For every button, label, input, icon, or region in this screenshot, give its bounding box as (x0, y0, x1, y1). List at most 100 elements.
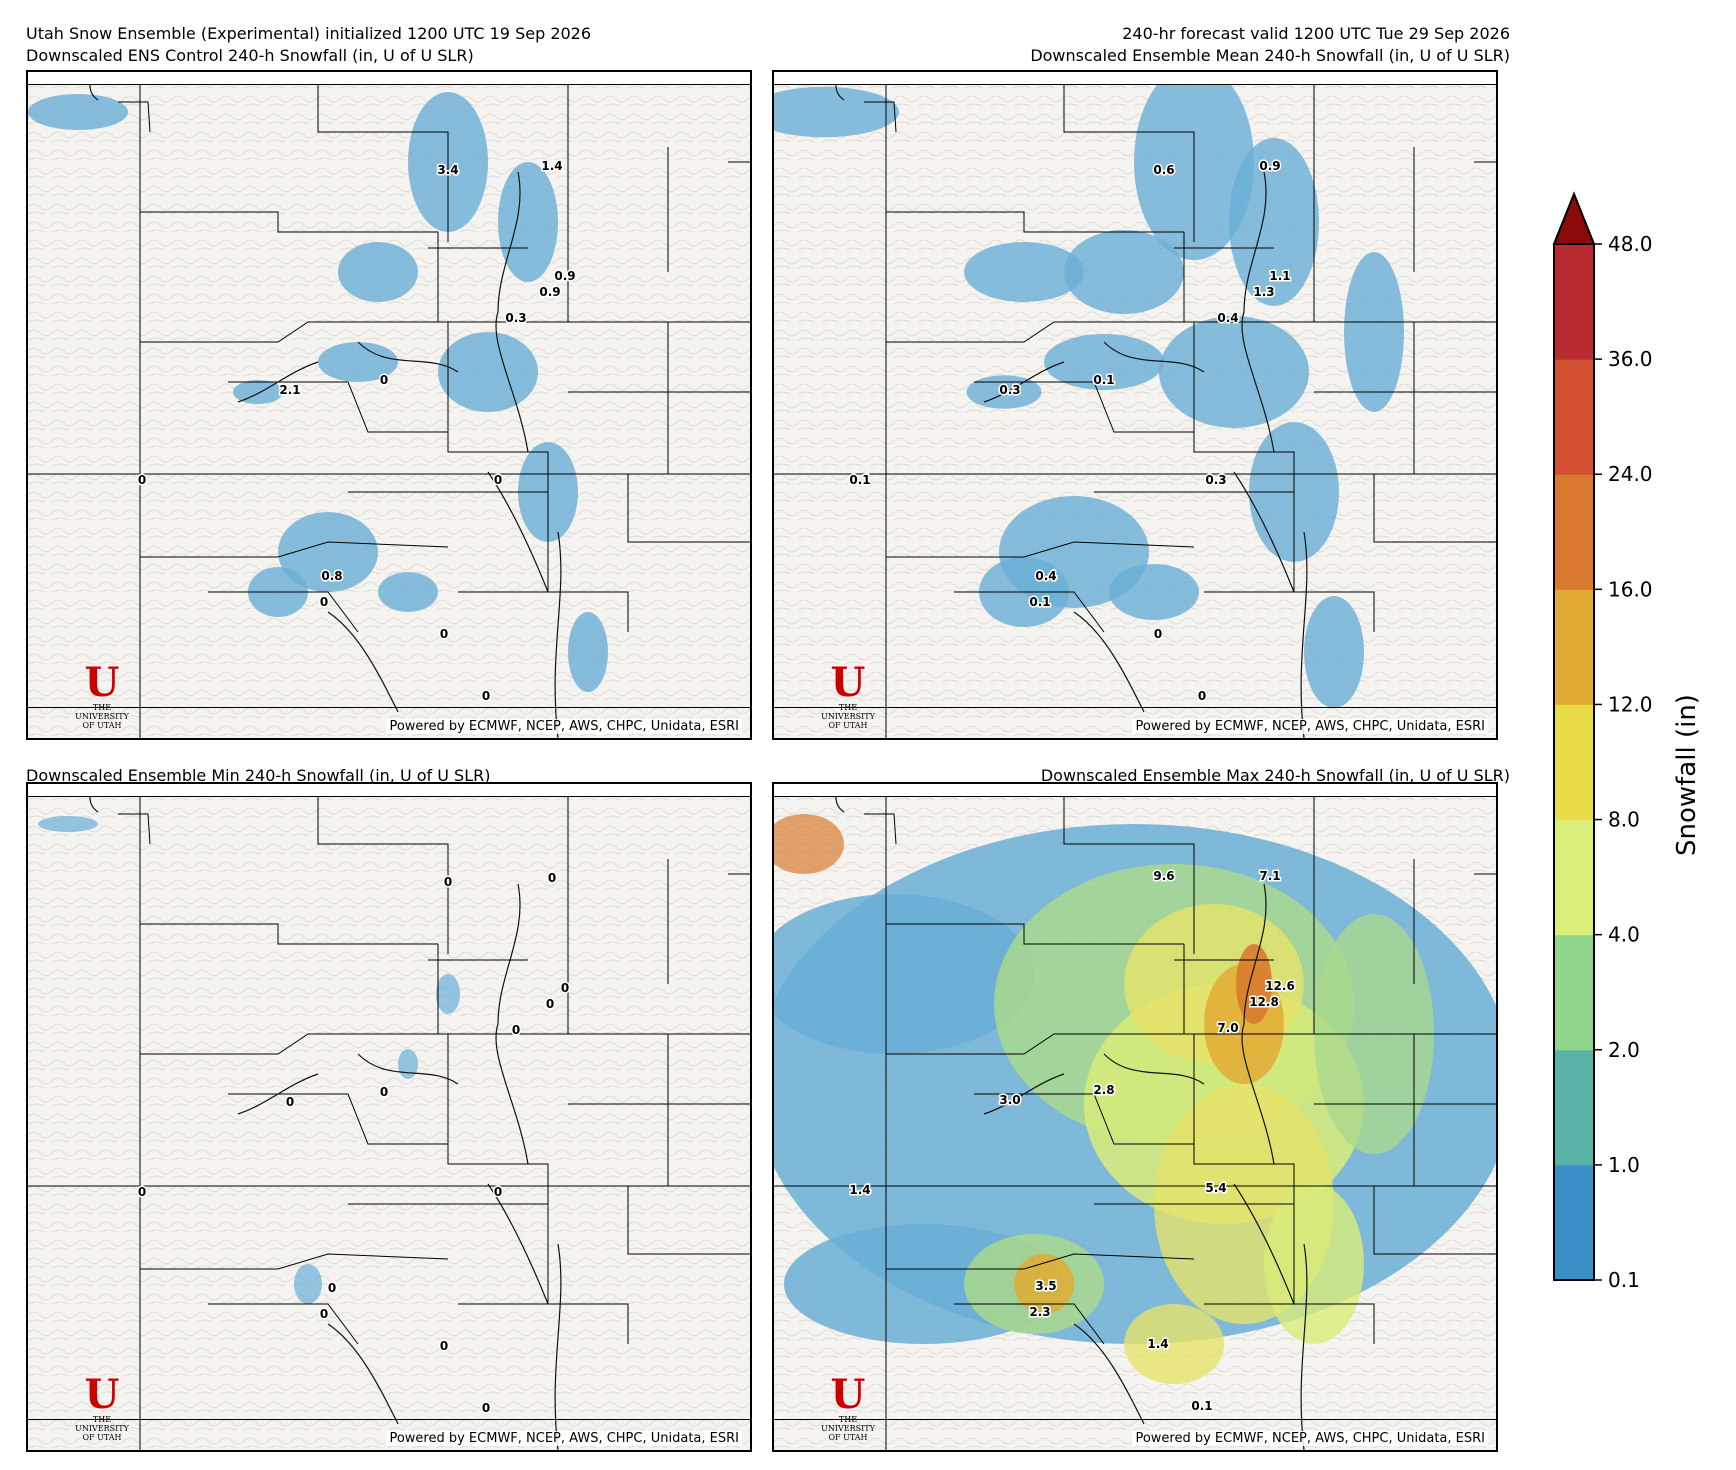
university-of-utah-logo: U THE UNIVERSITY OF UTAH (821, 659, 875, 731)
boundary-line (1063, 72, 1195, 242)
boundary-line (208, 591, 359, 633)
river-line (983, 361, 1065, 403)
river-line (1073, 1323, 1145, 1425)
colorbar-extend-arrow (1552, 191, 1596, 245)
boundary-line (954, 1303, 1105, 1345)
station-snowfall-label: 0.3 (1205, 473, 1226, 487)
station-snowfall-label: 0 (380, 1085, 388, 1099)
station-snowfall-label: 0 (1154, 627, 1162, 641)
snowfall-area (774, 894, 1034, 1054)
boundary-line (140, 923, 438, 945)
header-left-line2: Downscaled ENS Control 240-h Snowfall (i… (26, 46, 474, 65)
river-line (1103, 341, 1205, 373)
snowfall-area (38, 816, 98, 832)
map-frame-bottom (28, 707, 750, 738)
snowfall-area (1124, 1304, 1224, 1384)
map-panel-mean: 0.6 0.9 1.1 1.3 0.4 0.3 0.1 0.1 0.3 0.4 0.1 0 0 U THE U… (772, 70, 1498, 740)
station-snowfall-label: 1.1 (1269, 269, 1290, 283)
boundary-line (208, 1303, 359, 1345)
colorbar-svg: 0.1 1.0 2.0 4.0 8.0 12.0 16.0 24.0 36.0 48.0 (1552, 191, 1653, 1292)
river-line (983, 1073, 1065, 1115)
data-credit: Powered by ECMWF, NCEP, AWS, CHPC, Unida… (1132, 1431, 1488, 1446)
snowfall-area (774, 86, 899, 138)
station-snowfall-label: 0 (494, 1185, 502, 1199)
boundary-line (1204, 1303, 1375, 1344)
boundary-line (140, 321, 438, 343)
river-line (1233, 471, 1295, 593)
colorbar-tick-label: 2.0 (1608, 1038, 1640, 1062)
boundary-line (864, 813, 897, 845)
colorbar-frame (1553, 243, 1595, 1281)
station-snowfall-label: 0 (546, 997, 554, 1011)
snowfall-area (1109, 564, 1199, 620)
river-line (237, 361, 319, 403)
station-snowfall-label: 1.4 (1147, 1337, 1168, 1351)
station-snowfall-label: 5.4 (1205, 1181, 1226, 1195)
river-line (495, 883, 529, 1165)
boundary-line (140, 211, 438, 233)
colorbar-bin (1554, 934, 1594, 1051)
river-line (327, 1323, 399, 1425)
colorbar-tick-label: 48.0 (1608, 232, 1653, 256)
boundary-line (317, 784, 449, 954)
university-of-utah-logo: U THE UNIVERSITY OF UTAH (75, 659, 129, 731)
station-snowfall-label: 2.3 (1029, 1305, 1050, 1319)
header-left-line1: Utah Snow Ensemble (Experimental) initia… (26, 24, 592, 43)
boundary-line (864, 101, 897, 133)
station-snowfall-label: 0 (561, 981, 569, 995)
colorbar-tick-label: 24.0 (1608, 462, 1653, 486)
river-line (237, 1073, 319, 1115)
colorbar-bin (1554, 819, 1594, 936)
station-snowfall-label: 9.6 (1153, 869, 1174, 883)
panel-max-title: Downscaled Ensemble Max 240-h Snowfall (… (1040, 766, 1510, 785)
station-snowfall-label: 0.3 (505, 311, 526, 325)
university-of-utah-logo: U THE UNIVERSITY OF UTAH (821, 1371, 875, 1443)
station-snowfall-label: 0 (494, 473, 502, 487)
boundary-line (886, 923, 1184, 945)
data-credit: Powered by ECMWF, NCEP, AWS, CHPC, Unida… (386, 719, 742, 734)
snowfall-area (318, 342, 398, 382)
station-snowfall-label: 3.0 (999, 1093, 1020, 1107)
boundary-line (140, 1253, 449, 1270)
station-snowfall-label: 0 (548, 871, 556, 885)
boundary-line (627, 1186, 750, 1255)
map-max: 9.6 7.1 12.6 12.8 7.0 3.0 2.8 1.4 5.4 3.5 2.3 1.4 0.… (774, 784, 1496, 1450)
river-line (1241, 883, 1275, 1165)
map-control: 3.4 1.4 0.9 0.9 0.3 2.1 0 0 0 0.8 0 0 0 (28, 72, 750, 738)
river-line (327, 611, 399, 713)
station-snowfall-label: 0 (444, 875, 452, 889)
boundary-line (140, 541, 449, 558)
boundary-line (140, 1033, 438, 1055)
boundary-line (567, 72, 669, 474)
station-snowfall-label: 0 (482, 689, 490, 703)
snowfall-area (1159, 316, 1309, 428)
colorbar-bin (1554, 1164, 1594, 1281)
snowfall-area (774, 814, 844, 874)
boundary-line (1063, 784, 1195, 954)
colorbar-title: Snowfall (in) (1672, 694, 1702, 856)
station-snowfall-label: 0.9 (539, 285, 560, 299)
colorbar-bin (1554, 704, 1594, 821)
river-line (487, 1183, 549, 1305)
station-snowfall-label: 0 (320, 595, 328, 609)
snowfall-area (28, 94, 128, 130)
boundary-line (886, 1033, 1184, 1055)
data-credit: Powered by ECMWF, NCEP, AWS, CHPC, Unida… (1132, 719, 1488, 734)
river-line (1073, 611, 1145, 713)
boundary-line (447, 1034, 549, 1304)
station-snowfall-label: 0.1 (1093, 373, 1114, 387)
colorbar-bin (1554, 359, 1594, 475)
colorbar-tick-label: 1.0 (1608, 1153, 1640, 1177)
station-snowfall-label: 0 (328, 1281, 336, 1295)
station-snowfall-label: 7.0 (1217, 1021, 1238, 1035)
river-line (357, 341, 459, 373)
station-snowfall-label: 0.4 (1035, 569, 1056, 583)
university-of-utah-logo: U THE UNIVERSITY OF UTAH (75, 1371, 129, 1443)
station-snowfall-label: 0 (138, 473, 146, 487)
header-right-line2: Downscaled Ensemble Mean 240-h Snowfall … (1030, 46, 1510, 65)
boundary-line (1313, 72, 1415, 474)
boundary-line (447, 322, 549, 592)
station-snowfall-label: 7.1 (1259, 869, 1280, 883)
snowfall-area (1304, 596, 1364, 708)
station-snowfall-label: 0 (512, 1023, 520, 1037)
